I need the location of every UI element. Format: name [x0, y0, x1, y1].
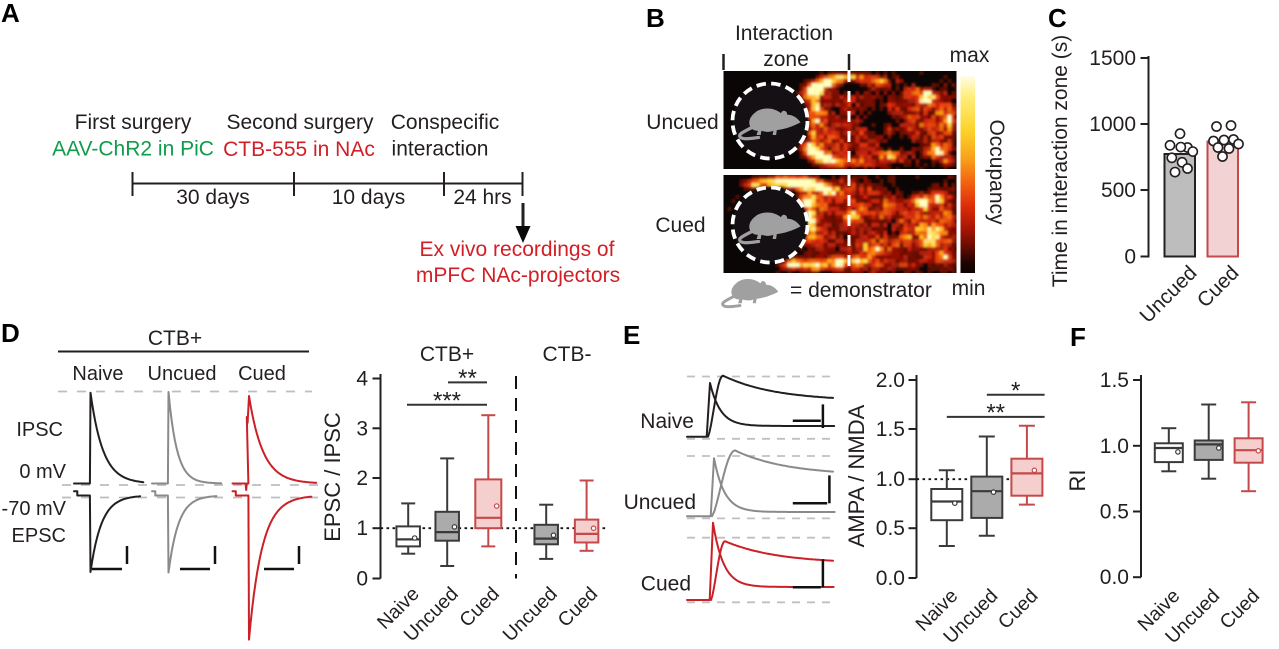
svg-text:EPSC / IPSC: EPSC / IPSC	[320, 412, 345, 542]
svg-text:max: max	[950, 44, 990, 67]
svg-text:Conspecific: Conspecific	[391, 111, 500, 134]
svg-text:500: 500	[1101, 179, 1136, 202]
svg-text:min: min	[952, 277, 986, 300]
svg-text:0.0: 0.0	[1100, 566, 1129, 589]
svg-text:Second surgery: Second surgery	[226, 111, 374, 134]
svg-text:Uncued: Uncued	[646, 111, 718, 134]
svg-text:1.0: 1.0	[1100, 435, 1129, 458]
svg-text:Cued: Cued	[238, 363, 286, 385]
svg-text:First surgery: First surgery	[75, 111, 192, 134]
svg-text:Cued: Cued	[655, 214, 705, 237]
svg-text:IPSC: IPSC	[16, 419, 63, 441]
svg-text:CTB+: CTB+	[148, 327, 202, 350]
svg-text:AAV-ChR2 in PiC: AAV-ChR2 in PiC	[52, 138, 214, 161]
svg-text:Naive: Naive	[640, 410, 694, 433]
svg-text:Cued: Cued	[641, 573, 691, 596]
svg-text:= demonstrator: = demonstrator	[790, 279, 932, 302]
svg-text:1: 1	[356, 517, 368, 540]
svg-text:RI: RI	[1065, 470, 1090, 492]
svg-text:interaction: interaction	[392, 138, 489, 161]
svg-text:Uncued: Uncued	[624, 491, 696, 514]
svg-text:C: C	[1048, 3, 1067, 33]
svg-text:4: 4	[356, 368, 368, 391]
svg-text:3: 3	[356, 417, 368, 440]
svg-text:24 hrs: 24 hrs	[453, 186, 511, 209]
svg-text:mPFC NAc-projectors: mPFC NAc-projectors	[416, 264, 620, 287]
svg-text:F: F	[1070, 322, 1086, 352]
svg-text:E: E	[623, 320, 640, 350]
svg-text:Interaction: Interaction	[735, 22, 833, 45]
svg-text:1.5: 1.5	[1100, 369, 1129, 392]
svg-text:Occupancy: Occupancy	[985, 119, 1008, 225]
svg-text:0: 0	[356, 568, 368, 591]
svg-text:0.5: 0.5	[1100, 501, 1129, 524]
svg-text:1500: 1500	[1089, 47, 1136, 70]
svg-text:***: ***	[433, 388, 461, 415]
svg-text:0.5: 0.5	[876, 517, 905, 540]
svg-text:D: D	[1, 318, 20, 348]
svg-text:Uncued: Uncued	[148, 363, 217, 385]
svg-text:B: B	[646, 3, 665, 33]
svg-text:-70 mV: -70 mV	[2, 498, 67, 520]
svg-text:2: 2	[356, 467, 368, 490]
svg-text:1000: 1000	[1089, 113, 1136, 136]
svg-text:0: 0	[1124, 246, 1136, 269]
svg-text:30 days: 30 days	[176, 186, 250, 209]
svg-text:0.0: 0.0	[876, 567, 905, 590]
svg-text:A: A	[1, 0, 20, 28]
svg-text:**: **	[986, 400, 1005, 427]
svg-text:10 days: 10 days	[332, 186, 406, 209]
svg-text:EPSC: EPSC	[12, 525, 66, 547]
svg-text:CTB-555 in NAc: CTB-555 in NAc	[223, 138, 375, 161]
svg-text:*: *	[1011, 378, 1020, 405]
svg-text:Ex vivo recordings of: Ex vivo recordings of	[420, 238, 615, 261]
svg-text:**: **	[458, 365, 477, 392]
svg-text:1.0: 1.0	[876, 468, 905, 491]
svg-text:AMPA / NMDA: AMPA / NMDA	[844, 404, 869, 547]
svg-text:Time in interaction zone (s): Time in interaction zone (s)	[1049, 35, 1072, 287]
svg-text:zone: zone	[763, 48, 809, 71]
svg-text:Naive: Naive	[72, 363, 123, 385]
svg-text:CTB+: CTB+	[420, 343, 474, 366]
svg-text:1.5: 1.5	[876, 418, 905, 441]
svg-text:0 mV: 0 mV	[19, 461, 66, 483]
svg-text:CTB-: CTB-	[543, 343, 592, 366]
svg-text:2.0: 2.0	[876, 369, 905, 392]
